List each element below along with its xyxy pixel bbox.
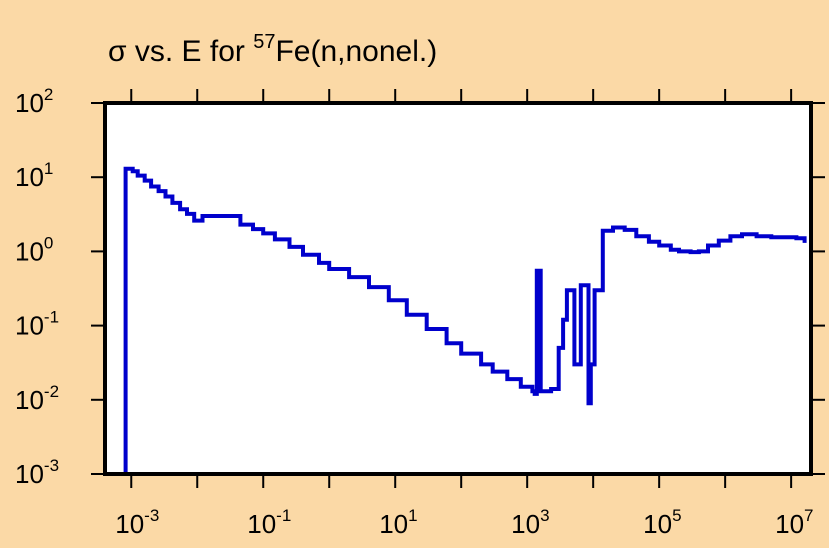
chart-title-prefix: σ vs. E for bbox=[108, 35, 253, 68]
tick-marks bbox=[91, 89, 825, 488]
x-tick-label: 10-1 bbox=[247, 506, 291, 539]
chart-title-isotope-mass: 57 bbox=[253, 31, 275, 53]
chart-title-suffix: Fe(n,nonel.) bbox=[275, 35, 437, 68]
x-tick-label: 101 bbox=[379, 506, 417, 539]
tick-labels: 10-3 10-1 101 103 105 10710210110010-110-210-… bbox=[15, 85, 814, 539]
x-tick-label-exponent: 1 bbox=[408, 506, 417, 525]
y-tick-label-base: 10 bbox=[15, 459, 44, 489]
y-tick-label-base: 10 bbox=[15, 88, 44, 118]
chart-title: σ vs. E for 57Fe(n,nonel.) bbox=[108, 31, 437, 68]
x-tick-label-base: 10 bbox=[115, 509, 144, 539]
y-tick-label-exponent: -1 bbox=[44, 308, 59, 327]
x-tick-label: 10-3 bbox=[115, 506, 159, 539]
y-tick-label: 102 bbox=[15, 85, 53, 118]
y-tick-label-base: 10 bbox=[15, 311, 44, 341]
y-tick-label: 10-2 bbox=[15, 382, 59, 415]
series-layer bbox=[123, 166, 807, 474]
x-tick-label-exponent: 5 bbox=[672, 506, 681, 525]
x-tick-label-exponent: 7 bbox=[804, 506, 813, 525]
y-tick-label-base: 10 bbox=[15, 162, 44, 192]
x-tick-label-base: 10 bbox=[511, 509, 540, 539]
x-tick-label-base: 10 bbox=[379, 509, 408, 539]
plot-frame bbox=[103, 101, 813, 476]
x-tick-label-exponent: -3 bbox=[144, 506, 159, 525]
x-tick-label-base: 10 bbox=[775, 509, 804, 539]
y-tick-label: 100 bbox=[15, 233, 53, 266]
x-tick-label: 103 bbox=[511, 506, 549, 539]
y-tick-label: 10-1 bbox=[15, 308, 59, 341]
plot-area bbox=[105, 103, 811, 474]
x-tick-label: 107 bbox=[775, 506, 813, 539]
cross-section-series-line bbox=[123, 166, 807, 474]
x-tick-label-base: 10 bbox=[247, 509, 276, 539]
y-tick-label-exponent: -3 bbox=[44, 456, 59, 475]
y-tick-label-base: 10 bbox=[15, 236, 44, 266]
x-tick-label: 105 bbox=[643, 506, 681, 539]
y-tick-label-base: 10 bbox=[15, 385, 44, 415]
y-tick-label: 10-3 bbox=[15, 456, 59, 489]
y-tick-label-exponent: 2 bbox=[44, 85, 53, 104]
y-tick-label-exponent: 1 bbox=[44, 159, 53, 178]
x-tick-label-exponent: -1 bbox=[276, 506, 291, 525]
x-tick-label-exponent: 3 bbox=[540, 506, 549, 525]
y-tick-label-exponent: -2 bbox=[44, 382, 59, 401]
y-tick-label: 101 bbox=[15, 159, 53, 192]
y-tick-label-exponent: 0 bbox=[44, 233, 53, 252]
x-tick-label-base: 10 bbox=[643, 509, 672, 539]
